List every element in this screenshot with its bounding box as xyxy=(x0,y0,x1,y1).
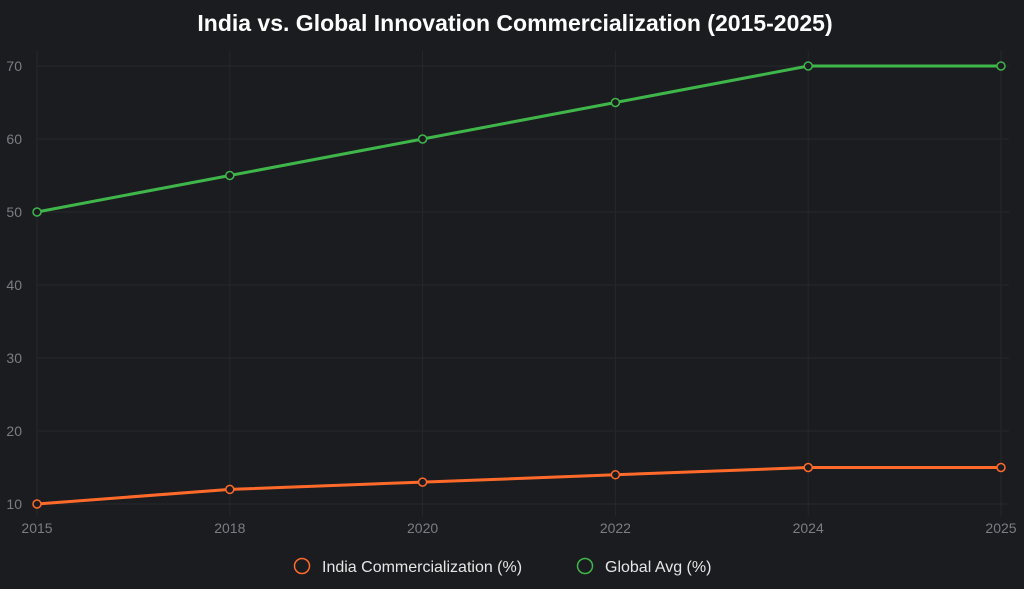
series-line-0 xyxy=(36,466,1001,506)
data-point xyxy=(32,499,42,509)
y-tick-label: 50 xyxy=(6,204,22,220)
series-line-1 xyxy=(36,64,1001,214)
data-point xyxy=(803,462,813,473)
y-tick-label: 40 xyxy=(6,277,22,293)
x-tick-label: 2024 xyxy=(793,520,824,536)
x-tick-label: 2022 xyxy=(600,520,631,536)
chart-title: India vs. Global Innovation Commercializ… xyxy=(197,10,832,36)
x-axis: 2015 2018 2020 2022 2024 2025 xyxy=(21,520,1016,536)
data-point xyxy=(225,484,235,495)
data-point xyxy=(417,477,428,487)
y-tick-label: 20 xyxy=(6,423,22,439)
y-tick-label: 10 xyxy=(6,496,22,512)
data-point xyxy=(996,462,1006,473)
data-point xyxy=(417,134,428,144)
y-tick-label: 30 xyxy=(6,350,22,366)
x-tick-label: 2020 xyxy=(407,520,438,536)
legend: India Commercialization (%) Global Avg (%… xyxy=(293,557,711,576)
x-tick-label: 2018 xyxy=(214,520,245,536)
legend-marker-0 xyxy=(293,557,311,575)
data-point xyxy=(32,207,42,217)
data-point xyxy=(996,61,1006,71)
grid xyxy=(36,50,1009,517)
series-lines xyxy=(32,61,1006,509)
y-axis: 10 20 30 40 50 60 70 xyxy=(6,58,22,512)
x-tick-label: 2025 xyxy=(985,520,1016,536)
x-tick-label: 2015 xyxy=(21,520,52,536)
y-tick-label: 70 xyxy=(6,58,22,74)
legend-label-0: India Commercialization (%) xyxy=(322,559,522,576)
y-tick-label: 60 xyxy=(6,131,22,147)
data-point xyxy=(225,170,235,181)
legend-label-1: Global Avg (%) xyxy=(605,559,711,576)
data-point xyxy=(610,97,621,108)
data-point xyxy=(610,470,621,480)
data-point xyxy=(803,61,813,71)
legend-marker-1 xyxy=(576,557,594,575)
